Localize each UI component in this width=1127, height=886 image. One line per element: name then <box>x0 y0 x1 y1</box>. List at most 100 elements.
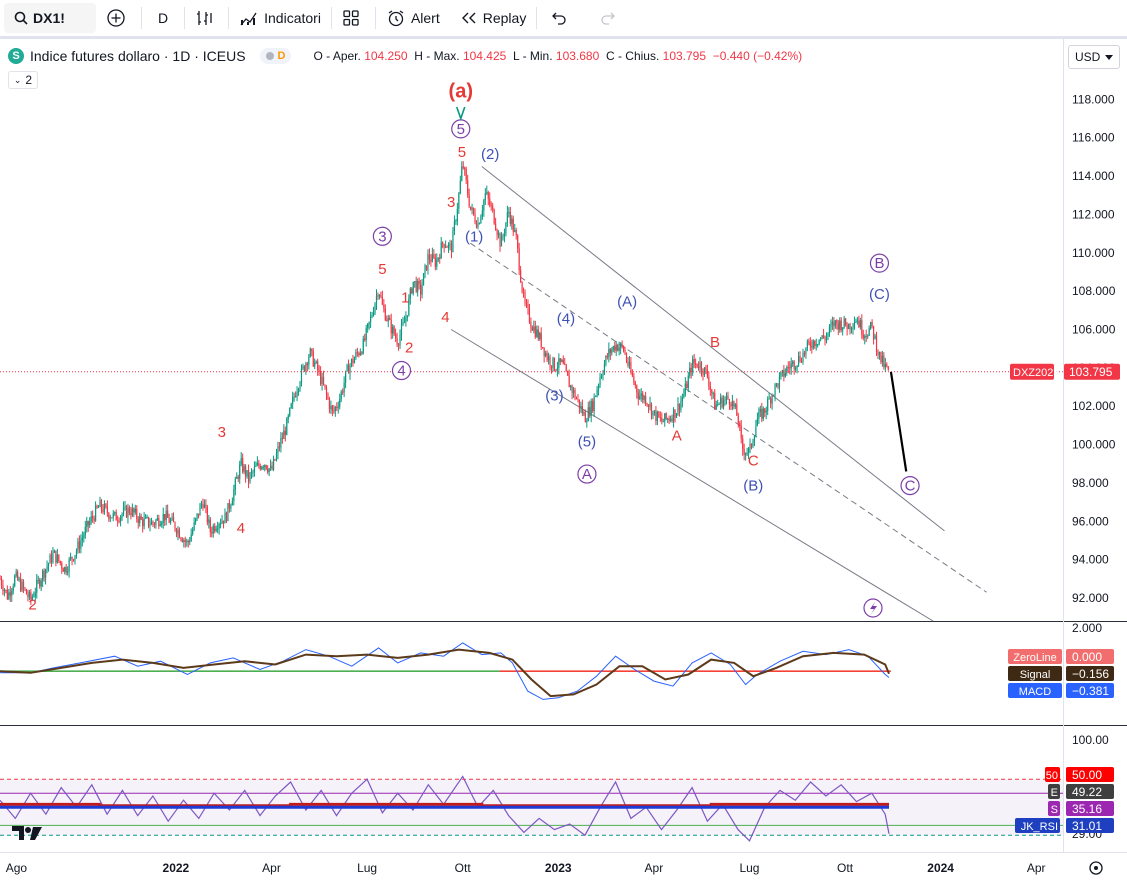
candle-body <box>111 517 113 519</box>
candle-body <box>295 396 297 398</box>
candle-body <box>815 344 817 346</box>
rsi-legend-name: E <box>1051 787 1058 799</box>
candle-body <box>400 324 403 335</box>
candle-body <box>568 375 570 388</box>
alert-button[interactable]: Alert <box>376 0 450 36</box>
candle-body <box>228 503 231 509</box>
candle-body <box>378 295 381 297</box>
elliott-wave-label: 3 <box>447 194 455 211</box>
candle-body <box>624 350 626 355</box>
candle-body <box>474 213 476 223</box>
candle-body <box>887 366 889 370</box>
candle-body <box>520 270 522 283</box>
candle-body <box>684 383 686 395</box>
candle-body <box>299 382 301 389</box>
candle-body <box>164 514 166 521</box>
macd-legend-value: −0.156 <box>1072 667 1109 681</box>
candle-body <box>471 207 473 210</box>
candle-body <box>61 563 63 569</box>
data-status-pill[interactable]: D <box>259 48 292 64</box>
candle-body <box>68 559 70 572</box>
candle-body <box>175 529 178 534</box>
chart-title[interactable]: Indice futures dollaro · 1D · ICEUS <box>30 48 246 64</box>
candle-body <box>767 398 769 411</box>
candle-body <box>721 397 723 408</box>
candle-body <box>0 578 1 580</box>
candle-body <box>212 525 214 534</box>
price-tick-label: 94.000 <box>1072 553 1109 567</box>
layout-button[interactable] <box>332 0 375 36</box>
candle-body <box>455 220 457 222</box>
candle-body <box>47 563 50 567</box>
candle-body <box>121 513 123 517</box>
candle-body <box>572 390 575 393</box>
elliott-wave-label: (C) <box>869 286 890 303</box>
candle-body <box>6 589 8 599</box>
candle-body <box>290 403 292 408</box>
candle-body <box>343 382 345 393</box>
legend-collapse-toggle[interactable]: ⌄ 2 <box>8 71 38 89</box>
candle-body <box>775 383 778 385</box>
candle-body <box>746 452 748 454</box>
chart-type-button[interactable] <box>185 0 228 36</box>
candle-body <box>687 375 689 389</box>
candle-body <box>208 519 210 523</box>
candle-body <box>692 359 694 373</box>
candle-body <box>540 333 542 347</box>
toolbar-divider <box>374 7 376 29</box>
candle-body <box>827 333 829 337</box>
candle-body <box>825 336 828 341</box>
undo-button[interactable] <box>537 0 586 36</box>
candle-body <box>436 259 438 267</box>
candle-body <box>658 411 660 417</box>
candle-body <box>262 466 264 468</box>
replay-button[interactable]: Replay <box>450 0 537 36</box>
price-tick-label: 108.000 <box>1072 284 1116 298</box>
replay-label: Replay <box>482 10 527 26</box>
candle-body <box>725 395 728 399</box>
toolbar-divider <box>330 7 332 29</box>
candle-body <box>470 206 472 210</box>
candle-body <box>146 516 148 518</box>
elliott-wave-label: 4 <box>237 520 245 537</box>
candle-body <box>677 403 679 414</box>
candle-body <box>446 246 448 248</box>
candle-body <box>312 350 314 367</box>
rsi-series-jk_rsi <box>0 775 890 842</box>
last-price-symbol: DXZ2023 <box>1013 367 1059 379</box>
candle-body <box>424 265 426 274</box>
candle-body <box>747 448 750 453</box>
compare-button[interactable] <box>96 0 141 36</box>
interval-button[interactable]: D <box>142 0 184 36</box>
symbol-search-button[interactable]: DX1! <box>4 3 96 33</box>
candle-body <box>742 438 744 450</box>
elliott-wave-label: 4 <box>397 363 405 380</box>
candle-body <box>96 505 98 508</box>
wave-label-circle <box>900 475 920 496</box>
candle-body <box>327 394 329 399</box>
currency-select[interactable]: USD <box>1068 45 1120 69</box>
exchange-logo: S <box>8 48 24 64</box>
candle-body <box>256 462 258 466</box>
candle-body <box>225 512 228 522</box>
candle-body <box>850 327 853 330</box>
redo-button[interactable] <box>586 0 635 36</box>
toolbar-divider <box>184 7 186 29</box>
candle-body <box>655 410 657 422</box>
candle-body <box>552 357 554 368</box>
candle-body <box>445 246 447 248</box>
candle-body <box>606 356 608 358</box>
status-dot-icon <box>265 52 274 60</box>
candle-body <box>600 375 603 378</box>
candle-body <box>781 370 783 373</box>
candle-body <box>403 322 406 324</box>
candle-body <box>800 361 803 363</box>
candle-body <box>406 315 408 318</box>
candle-body <box>187 541 189 543</box>
macd-legend-value-badge <box>1066 666 1114 681</box>
indicators-button[interactable]: Indicatori <box>229 0 331 36</box>
macd-legend-value-badge <box>1066 649 1114 664</box>
last-price-badge <box>1064 363 1120 380</box>
candle-body <box>505 222 507 234</box>
